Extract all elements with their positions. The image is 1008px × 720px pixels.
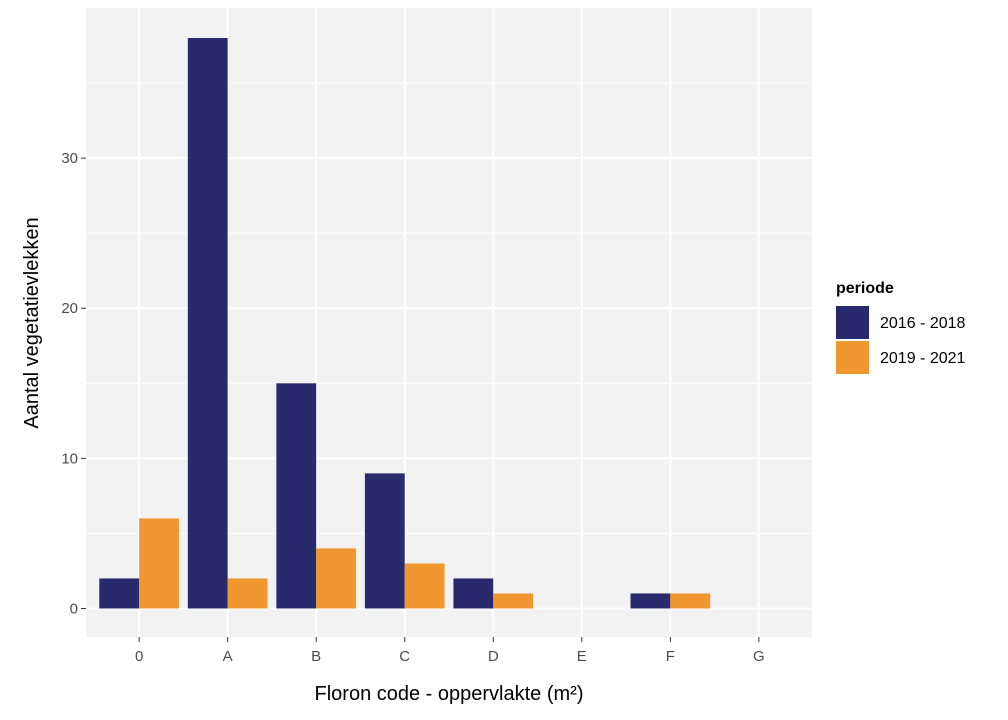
bar-1-D [453,578,494,609]
legend-swatch [836,306,869,339]
legend-title: periode [836,280,894,297]
y-axis: 0 10 20 30 [61,150,86,617]
bar-1-B [276,383,317,609]
legend: periode 2016 - 2018 2019 - 2021 [836,280,966,374]
bar-1-A [187,38,228,609]
legend-label: 2016 - 2018 [880,315,966,332]
bar-2-D [493,593,534,609]
x-tick-label: C [399,648,410,665]
bar-2-B [316,548,357,609]
legend-label: 2019 - 2021 [880,350,966,367]
legend-items: 2016 - 2018 2019 - 2021 [836,306,966,374]
bar-2-C [404,563,445,609]
x-tick-label: G [753,648,765,665]
x-tick-label: D [488,648,499,665]
y-axis-title: Aantal vegetatievlekken [21,217,43,428]
x-axis: 0 A B C D E F G [135,637,765,665]
bar-2-A [227,578,268,609]
x-tick-label: A [223,648,233,665]
x-tick-label: B [311,648,321,665]
y-tick-label: 30 [61,150,78,167]
bar-1-C [364,473,405,609]
x-tick-label: 0 [135,648,143,665]
bar-2-F [670,593,711,609]
x-axis-title: Floron code - oppervlakte (m²) [315,683,584,705]
x-tick-label: F [666,648,675,665]
y-tick-label: 10 [61,450,78,467]
bar-1-0 [99,578,140,609]
legend-swatch [836,341,869,374]
bar-2-0 [139,518,179,609]
x-tick-label: E [577,648,587,665]
y-tick-label: 20 [61,300,78,317]
bar-1-F [630,593,671,609]
bars [99,38,711,609]
y-tick-label: 0 [70,600,78,617]
